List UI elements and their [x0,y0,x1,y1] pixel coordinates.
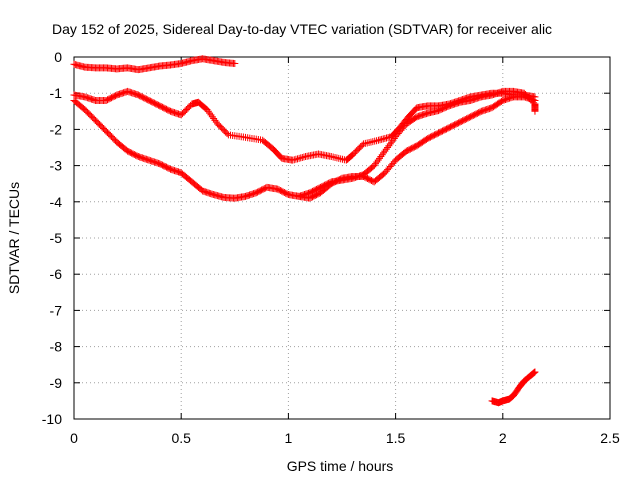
data-point [211,116,219,124]
y-tick-label: -1 [50,85,63,101]
series-lower [70,93,539,202]
y-tick-label: -9 [50,375,63,391]
data-point [378,151,386,159]
data-point [531,368,539,376]
x-tick-label: 0 [70,430,78,446]
data-point [223,129,231,137]
data-point [372,160,379,168]
y-tick-label: -4 [50,194,63,210]
data-point [204,107,212,115]
y-tick-label: -7 [50,302,63,318]
data-point [380,149,388,157]
data-point [203,105,211,113]
data-point [384,144,392,151]
data-point [385,142,393,150]
marker-layer [70,55,539,407]
y-tick-label: -5 [50,230,63,246]
y-tick-label: -8 [50,339,63,355]
data-point [373,158,381,166]
data-point [381,147,389,155]
tick-layer: 0 0.5 1 1.5 2 2.5 0 -1 -2 -3 -4 -5 -6 -7 -8 -9 -10 [42,49,620,446]
data-point [208,113,216,121]
series-top [70,55,239,74]
data-point [386,140,394,148]
y-axis-title: SDTVAR / TECUs [6,182,22,294]
data-point [374,156,382,164]
data-point [531,107,539,115]
data-point [358,141,366,149]
series-upper [70,87,539,164]
grid-layer [74,57,610,419]
y-tick-label: -2 [50,121,63,137]
chart-title: Day 152 of 2025, Sidereal Day-to-day VTE… [52,21,552,37]
x-axis-title: GPS time / hours [287,458,394,474]
data-point [377,153,385,161]
series-middle [295,87,539,200]
data-point [206,109,214,117]
data-point [389,136,397,144]
y-tick-label: -3 [50,158,63,174]
y-tick-label: -6 [50,266,63,282]
data-point [376,154,384,162]
x-tick-label: 2 [499,430,507,446]
data-point [388,138,396,146]
x-tick-label: 0.5 [171,430,191,446]
data-point [210,115,218,123]
y-tick-label: 0 [54,49,62,65]
y-tick-label: -10 [42,411,62,427]
series-bottom [488,368,539,407]
data-point [370,162,378,170]
data-point [207,111,215,119]
x-tick-label: 1 [285,430,293,446]
x-tick-label: 1.5 [386,430,406,446]
x-tick-label: 2.5 [600,430,620,446]
data-point [382,145,390,153]
data-point [231,60,239,68]
